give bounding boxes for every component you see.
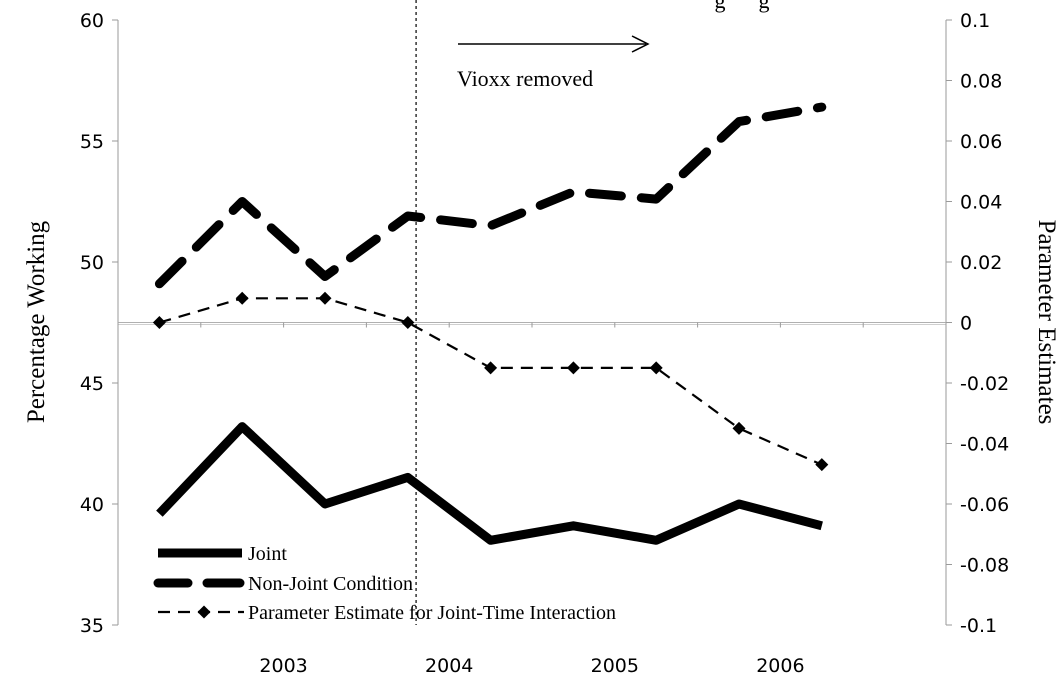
data-point-marker [484, 361, 498, 375]
left-tick-label: 40 [80, 494, 104, 516]
series-line-non-joint-condition [154, 102, 827, 289]
right-tick-label: 0.02 [960, 252, 1002, 274]
right-axis-title: Parameter Estimates [1033, 220, 1060, 425]
annotation: Vioxx removed [457, 35, 650, 91]
legend-label: Non-Joint Condition [248, 573, 413, 595]
legend: Joint Non-Joint Condition Parameter Estima… [153, 543, 616, 624]
annotation-text: Vioxx removed [457, 66, 593, 91]
series-line-joint [156, 422, 823, 545]
x-category-label: 2006 [756, 655, 804, 677]
x-category-label: 2003 [259, 655, 307, 677]
left-axis-ticks: 35 40 45 50 55 60 [80, 10, 118, 637]
legend-swatch-marker [197, 605, 211, 619]
data-point-marker [235, 291, 249, 305]
left-tick-label: 50 [80, 252, 104, 274]
data-point-marker [401, 316, 415, 329]
left-tick-label: 45 [80, 373, 104, 395]
right-tick-label: -0.06 [960, 494, 1009, 516]
data-point-marker [318, 291, 332, 305]
right-tick-label: 0 [960, 313, 972, 335]
top-caption-fragment: g g [715, 0, 770, 13]
data-point-marker [566, 361, 580, 375]
left-tick-label: 35 [80, 615, 104, 637]
right-axis-ticks: -0.1 -0.08 -0.06 -0.04 -0.02 0 0.02 0.04 0.06 0.0… [946, 10, 1009, 637]
right-tick-label: 0.06 [960, 131, 1002, 153]
right-tick-label: 0.08 [960, 71, 1002, 93]
left-tick-label: 55 [80, 131, 104, 153]
x-category-label: 2004 [425, 655, 473, 677]
right-tick-label: -0.08 [960, 555, 1009, 577]
data-point-marker [815, 458, 829, 472]
x-axis-labels: 2003 2004 2005 2006 [259, 655, 804, 677]
series-layer [152, 102, 829, 545]
data-point-marker [152, 316, 166, 329]
right-tick-label: -0.04 [960, 434, 1009, 456]
right-tick-label: -0.1 [960, 615, 997, 637]
x-category-label: 2005 [591, 655, 639, 677]
left-tick-label: 60 [80, 10, 104, 32]
left-axis-title: Percentage Working [23, 220, 50, 423]
right-tick-label: 0.1 [960, 10, 990, 32]
legend-label: Joint [248, 543, 287, 565]
legend-label: Parameter Estimate for Joint-Time Intera… [248, 602, 616, 624]
right-tick-label: -0.02 [960, 373, 1009, 395]
annotation-arrow-head [631, 35, 650, 53]
data-point-marker [732, 421, 746, 435]
axes [117, 0, 947, 625]
right-tick-label: 0.04 [960, 192, 1002, 214]
data-point-marker [649, 361, 663, 375]
